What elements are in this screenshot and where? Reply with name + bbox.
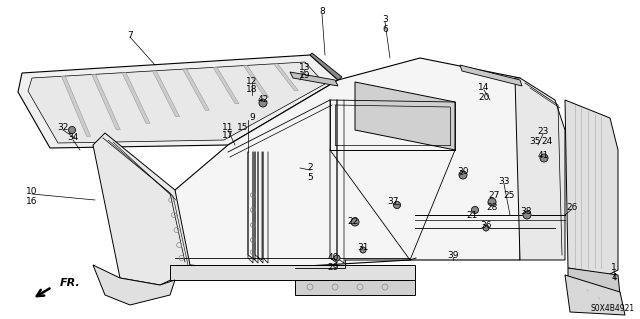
- Circle shape: [259, 99, 267, 107]
- Text: 2: 2: [307, 164, 313, 173]
- Text: 6: 6: [382, 26, 388, 34]
- Text: 29: 29: [327, 263, 339, 271]
- Polygon shape: [565, 275, 625, 315]
- Text: 12: 12: [246, 78, 258, 86]
- Circle shape: [459, 171, 467, 179]
- Polygon shape: [61, 76, 91, 137]
- Text: 23: 23: [538, 128, 548, 137]
- Text: 20: 20: [478, 93, 490, 101]
- Polygon shape: [170, 265, 415, 280]
- Circle shape: [483, 225, 489, 231]
- Text: 17: 17: [222, 131, 234, 140]
- Circle shape: [351, 218, 359, 226]
- Text: FR.: FR.: [60, 278, 81, 288]
- Text: 41: 41: [538, 151, 548, 160]
- Polygon shape: [274, 64, 298, 91]
- Text: 14: 14: [478, 84, 490, 93]
- Text: 10: 10: [26, 188, 38, 197]
- Text: 27: 27: [488, 191, 500, 201]
- Text: 42: 42: [257, 95, 269, 105]
- Circle shape: [472, 206, 479, 213]
- Text: 5: 5: [307, 173, 313, 182]
- Text: 28: 28: [486, 203, 498, 211]
- Polygon shape: [213, 67, 239, 104]
- Polygon shape: [182, 69, 209, 110]
- Text: 37: 37: [387, 197, 399, 206]
- Text: 34: 34: [67, 133, 79, 143]
- Polygon shape: [243, 66, 269, 97]
- Circle shape: [360, 247, 366, 253]
- Text: 36: 36: [480, 220, 492, 229]
- Polygon shape: [568, 268, 620, 295]
- Circle shape: [394, 202, 401, 209]
- Text: 32: 32: [58, 123, 68, 132]
- Text: 21: 21: [467, 211, 477, 219]
- Text: 15: 15: [237, 122, 249, 131]
- Polygon shape: [515, 78, 565, 260]
- Text: 40: 40: [327, 253, 339, 262]
- Text: 31: 31: [357, 243, 369, 253]
- Text: S0X4B4921: S0X4B4921: [591, 304, 635, 313]
- Polygon shape: [355, 82, 455, 150]
- Text: 30: 30: [457, 167, 468, 176]
- Circle shape: [334, 255, 340, 261]
- Text: 19: 19: [300, 71, 311, 80]
- Text: 39: 39: [447, 250, 459, 259]
- Polygon shape: [28, 62, 325, 143]
- Text: 24: 24: [541, 137, 552, 146]
- Circle shape: [68, 127, 76, 133]
- Text: 11: 11: [222, 122, 234, 131]
- Circle shape: [540, 154, 548, 162]
- Polygon shape: [310, 53, 342, 80]
- Text: 4: 4: [611, 273, 617, 283]
- Text: 26: 26: [566, 203, 578, 211]
- Circle shape: [523, 211, 531, 219]
- Polygon shape: [295, 280, 415, 295]
- Polygon shape: [565, 100, 618, 275]
- Polygon shape: [170, 58, 520, 270]
- Text: 7: 7: [127, 31, 133, 40]
- Polygon shape: [152, 71, 180, 117]
- Text: 1: 1: [611, 263, 617, 272]
- Circle shape: [488, 198, 496, 206]
- Text: 38: 38: [520, 207, 532, 217]
- Text: 13: 13: [300, 63, 311, 72]
- Polygon shape: [93, 265, 175, 305]
- Text: 8: 8: [319, 8, 325, 17]
- Text: 16: 16: [26, 197, 38, 205]
- Polygon shape: [122, 73, 150, 123]
- Text: 18: 18: [246, 85, 258, 94]
- Text: 35: 35: [529, 137, 541, 146]
- Text: 22: 22: [348, 218, 358, 226]
- Polygon shape: [290, 72, 338, 86]
- Text: 9: 9: [249, 114, 255, 122]
- Polygon shape: [460, 65, 522, 86]
- Text: 33: 33: [499, 177, 509, 187]
- Polygon shape: [92, 74, 120, 130]
- Text: 3: 3: [382, 16, 388, 25]
- Text: 25: 25: [503, 191, 515, 201]
- Polygon shape: [18, 55, 338, 148]
- Polygon shape: [93, 133, 190, 285]
